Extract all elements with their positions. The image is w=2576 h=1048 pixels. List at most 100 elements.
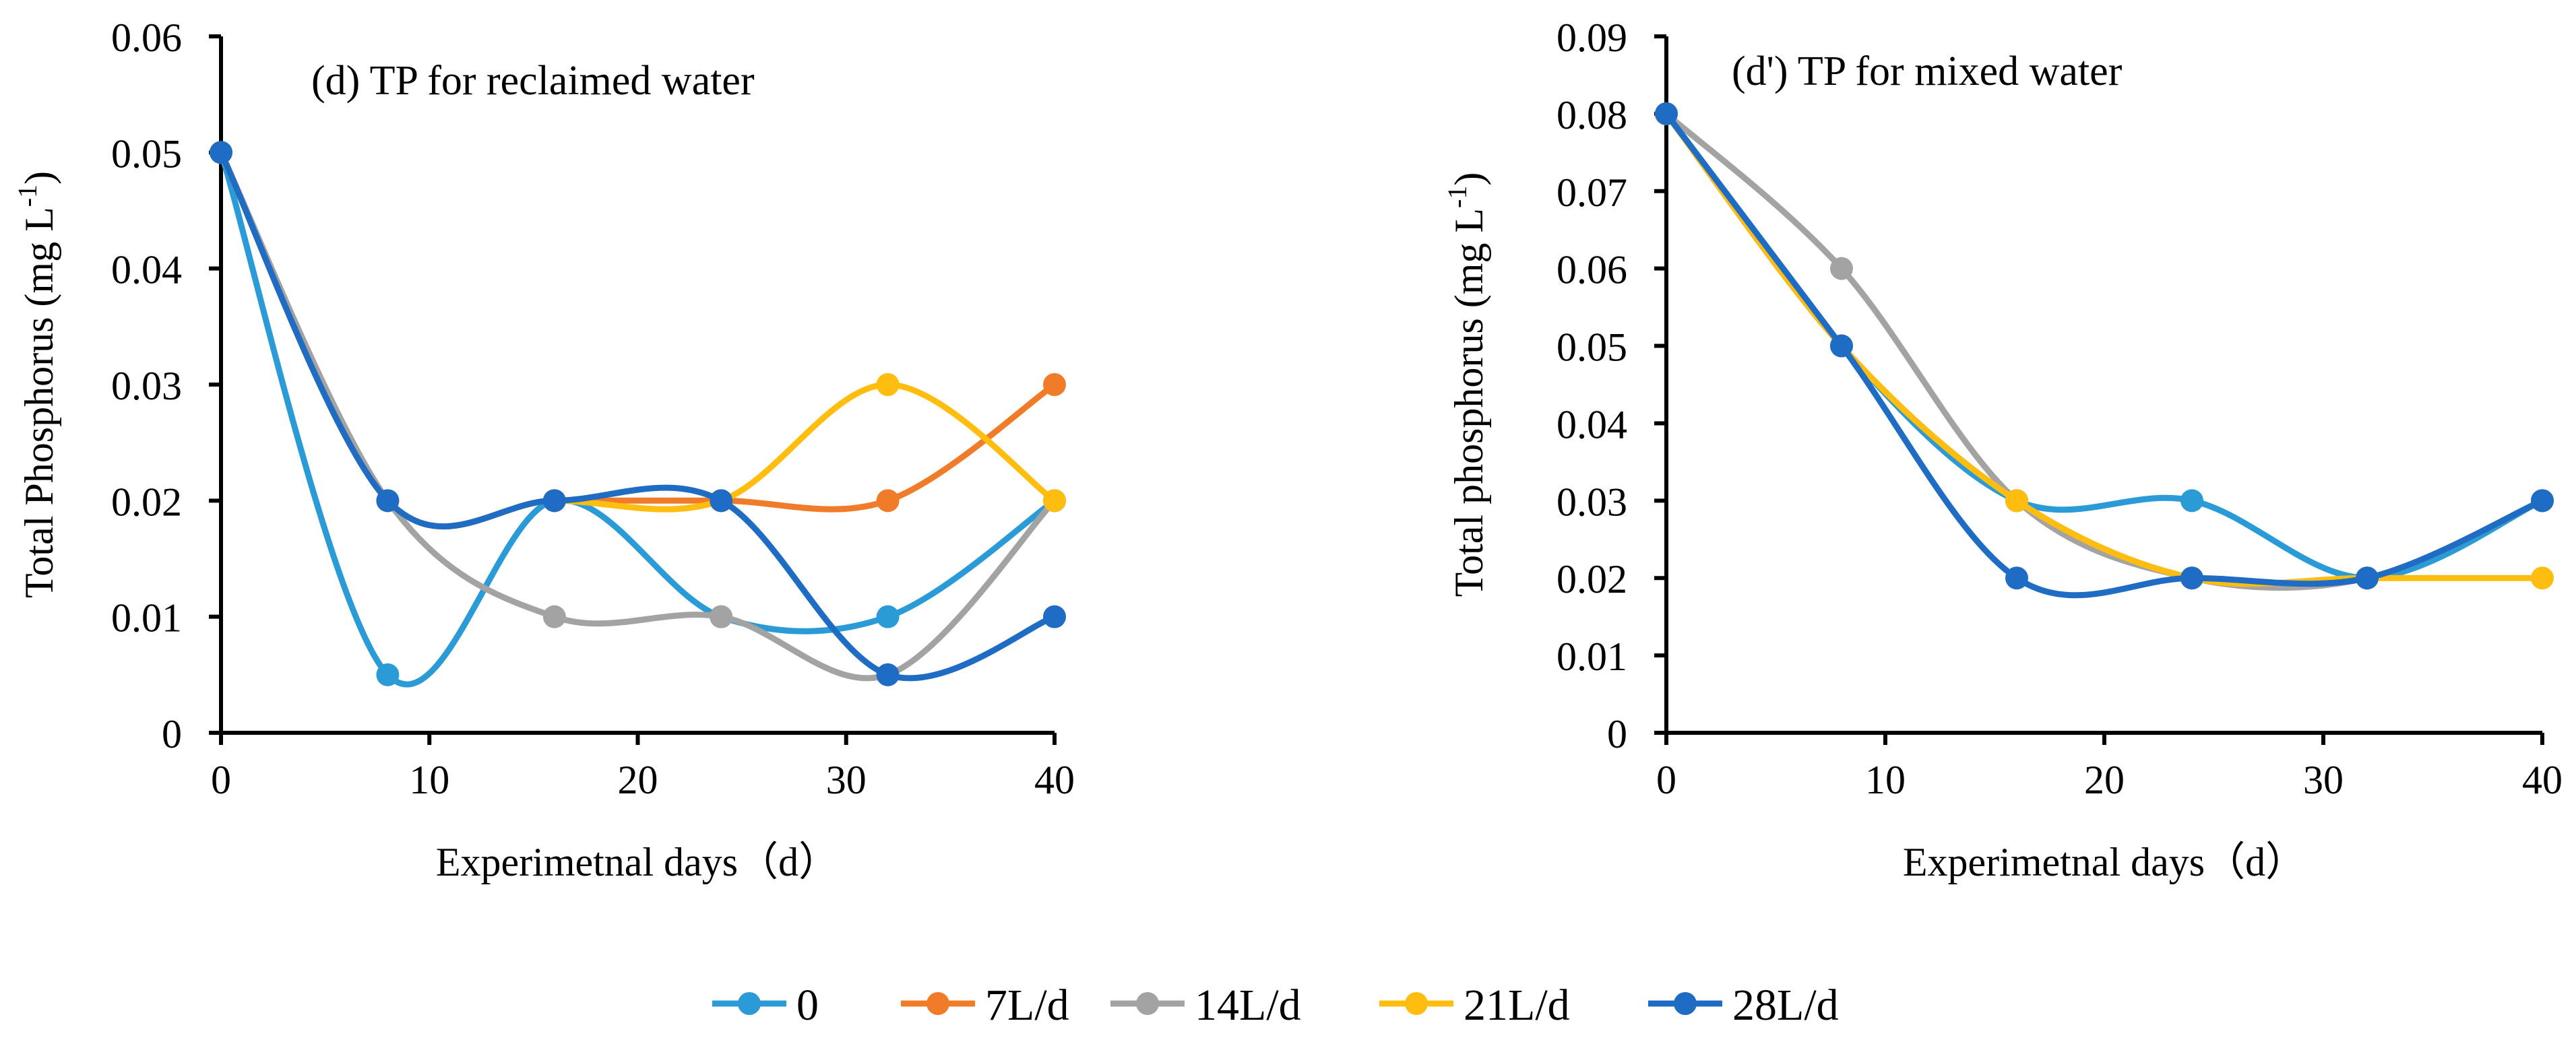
series-7l-d [1655,102,2554,591]
legend-swatch-marker [1136,992,1159,1015]
data-point-28l-d [2005,566,2028,590]
data-point-21l-d [2005,489,2028,513]
y-tick-label: 0.05 [111,131,182,176]
legend-swatch-marker [1674,992,1697,1015]
x-tick-label: 10 [1865,758,1906,802]
data-point-0 [2180,489,2203,513]
y-tick-label: 0.02 [1557,557,1627,601]
y-tick-label: 0.06 [111,15,182,60]
chart-title: (d') TP for mixed water [1732,48,2123,94]
series-14l-d [210,141,1066,686]
series-line-14l-d [1663,110,2546,591]
data-point-28l-d [2356,566,2379,590]
legend-item-28l-d: 28L/d [1648,981,1839,1030]
data-point-21l-d [876,373,900,396]
y-tick-label: 0.03 [111,364,182,408]
y-axis-label: Total phosphorus (mg L-1) [1442,172,1491,597]
x-tick-label: 0 [1656,758,1676,802]
x-axis-label: Experimetnal days（d） [1903,840,2306,884]
legend-swatch-marker [738,992,761,1015]
series-0 [1655,102,2554,590]
series-21l-d [1655,102,2554,590]
y-tick-label: 0 [162,712,182,756]
data-point-28l-d [1655,102,1678,125]
data-point-28l-d [1830,334,1853,358]
data-point-0 [876,605,900,628]
y-tick-label: 0.07 [1557,170,1627,215]
series-line-7l-d [218,149,1058,530]
data-point-28l-d [542,489,566,513]
y-tick-label: 0.01 [111,596,182,641]
chart-title: (d) TP for reclaimed water [311,58,755,104]
chart-mixed-water: 0 0.01 0.02 0.03 0.04 0.05 0.06 0.07 0.08 0.09 0 10… [1442,15,2563,884]
series-line-28l-d [1663,110,2546,599]
series-line-21l-d [1663,110,2546,587]
data-point-7l-d [876,489,900,513]
y-axis-label-superscript: -1 [12,185,42,207]
x-tick-label: 20 [618,758,658,802]
legend-label: 28L/d [1732,981,1839,1030]
legend-label: 7L/d [985,981,1069,1030]
y-tick-label: 0.09 [1557,15,1627,60]
y-tick-label: 0.04 [1557,402,1627,447]
y-tick-label: 0.08 [1557,93,1627,137]
series-21l-d [210,141,1066,530]
x-axis-label: Experimetnal days（d） [436,840,839,884]
data-point-28l-d [376,489,400,513]
data-point-28l-d [2531,489,2554,513]
x-tick-label: 10 [409,758,449,802]
y-tick-label: 0 [1607,712,1627,756]
legend: 0 7L/d 14L/d 21L/d 28L/d [712,981,1839,1030]
series-28l-d [1655,102,2554,599]
data-point-28l-d [876,663,900,686]
legend-label: 21L/d [1464,981,1570,1030]
legend-item-0: 0 [712,981,819,1030]
series-7l-d [210,141,1066,530]
y-axis-label-superscript: -1 [1442,186,1472,208]
legend-swatch-marker [1405,992,1428,1015]
series-line-0 [218,149,1058,688]
data-point-14l-d [710,605,733,628]
legend-item-14l-d: 14L/d [1110,981,1301,1030]
chart-reclaimed-water: 0 0.01 0.02 0.03 0.04 0.05 0.06 0 10 20 30 40 (d) TP… [12,15,1075,884]
data-point-21l-d [2531,566,2554,590]
series-line-14l-d [218,149,1058,682]
series-line-7l-d [1663,110,2546,591]
x-tick-label: 20 [2084,758,2125,802]
data-point-28l-d [210,141,232,164]
y-tick-label: 0.05 [1557,325,1627,370]
series-28l-d [210,141,1066,686]
data-point-0 [376,663,400,686]
series-14l-d [1655,102,2554,591]
x-tick-label: 40 [1034,758,1075,802]
data-point-28l-d [710,489,733,513]
legend-item-7l-d: 7L/d [901,981,1069,1030]
y-axis-label-main: Total phosphorus (mg L [1447,208,1491,597]
data-point-28l-d [1043,605,1066,628]
legend-label: 0 [796,981,819,1030]
legend-swatch-marker [926,992,949,1015]
legend-label: 14L/d [1195,981,1301,1030]
x-tick-label: 0 [211,758,231,802]
y-tick-label: 0.06 [1557,248,1627,292]
data-point-14l-d [1830,257,1853,280]
y-tick-label: 0.04 [111,248,182,292]
legend-item-21l-d: 21L/d [1379,981,1570,1030]
x-tick-label: 30 [826,758,867,802]
y-tick-label: 0.01 [1557,634,1627,679]
x-tick-label: 30 [2303,758,2344,802]
y-axis-label-main: Total Phosphorus (mg L [17,207,61,598]
data-point-14l-d [542,605,566,628]
series-line-21l-d [218,149,1058,530]
x-tick-label: 40 [2522,758,2563,802]
data-point-28l-d [2180,566,2203,590]
y-tick-label: 0.02 [111,480,182,524]
y-axis-label: Total Phosphorus (mg L-1) [12,171,61,598]
y-axis-label-close: ) [17,171,61,185]
series-line-0 [1663,110,2546,581]
data-point-21l-d [1043,489,1066,513]
data-point-7l-d [1043,373,1066,396]
y-tick-label: 0.03 [1557,480,1627,524]
y-axis-label-close: ) [1447,172,1491,186]
